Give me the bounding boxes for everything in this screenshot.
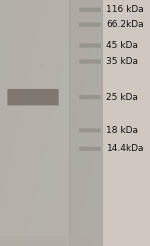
FancyBboxPatch shape: [79, 95, 101, 99]
FancyBboxPatch shape: [79, 147, 101, 151]
Text: 66.2kDa: 66.2kDa: [106, 20, 144, 29]
Bar: [0, 0, 69, 246]
FancyBboxPatch shape: [7, 89, 59, 105]
Bar: [0, 236, 102, 246]
Text: 14.4kDa: 14.4kDa: [106, 144, 144, 153]
FancyBboxPatch shape: [79, 59, 101, 63]
FancyBboxPatch shape: [79, 43, 101, 47]
Bar: [70, 0, 102, 246]
Text: 18 kDa: 18 kDa: [106, 126, 138, 135]
Text: 116 kDa: 116 kDa: [106, 5, 144, 14]
FancyBboxPatch shape: [79, 128, 101, 133]
Text: 35 kDa: 35 kDa: [106, 57, 138, 66]
FancyBboxPatch shape: [79, 22, 101, 27]
FancyBboxPatch shape: [79, 8, 101, 12]
Text: 45 kDa: 45 kDa: [106, 41, 138, 50]
Text: 25 kDa: 25 kDa: [106, 93, 138, 102]
